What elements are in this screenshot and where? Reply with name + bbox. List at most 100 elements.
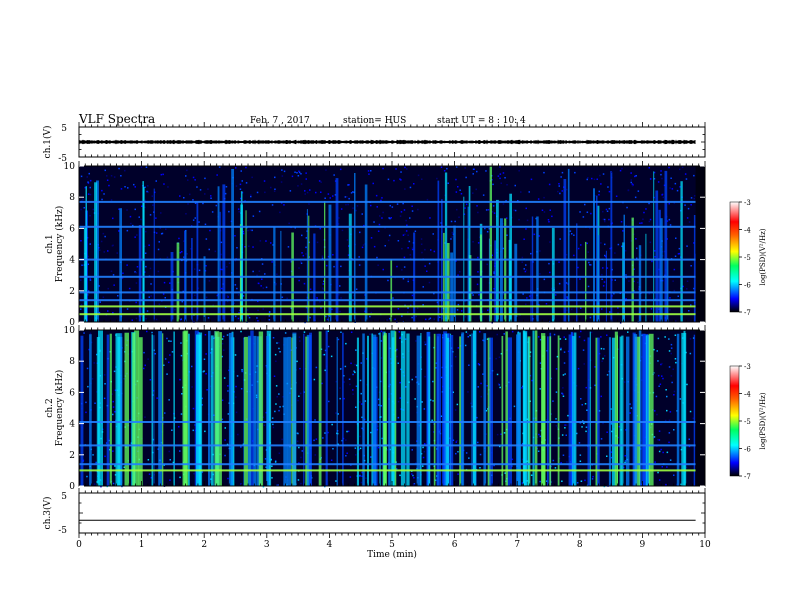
spectrogram-speckle bbox=[333, 174, 335, 176]
spectrogram-speckle bbox=[276, 342, 278, 344]
spectrogram-speckle bbox=[551, 215, 553, 218]
spectrogram-speckle bbox=[157, 270, 160, 273]
spectrogram-speckle bbox=[257, 320, 259, 322]
spectrogram-speckle bbox=[339, 310, 341, 313]
spectrogram-speckle bbox=[148, 290, 150, 292]
spectrogram-speckle bbox=[689, 352, 692, 355]
spectrogram-speckle bbox=[415, 340, 417, 342]
spectrogram-speckle bbox=[234, 235, 236, 237]
spectrogram-speckle bbox=[339, 470, 341, 473]
spectrogram-speckle bbox=[556, 355, 559, 358]
spectrogram-speckle bbox=[626, 206, 628, 209]
spectrogram-speckle bbox=[606, 267, 609, 269]
spectrogram-speckle bbox=[538, 304, 540, 306]
spectrogram-speckle bbox=[157, 248, 160, 251]
spectrogram-speckle bbox=[103, 397, 106, 400]
spectrogram-speckle bbox=[135, 317, 138, 320]
spectrogram-burst bbox=[461, 334, 463, 486]
spectrogram-speckle bbox=[424, 341, 426, 343]
spectrogram-speckle bbox=[460, 193, 463, 195]
spectrogram-speckle bbox=[209, 229, 211, 232]
spectrogram-speckle bbox=[136, 266, 139, 268]
spectrogram-speckle bbox=[271, 261, 273, 263]
spectrogram-burst bbox=[244, 336, 249, 486]
spectrogram-speckle bbox=[221, 287, 223, 290]
spectrogram-burst bbox=[626, 336, 630, 486]
spectrogram-speckle bbox=[201, 471, 204, 473]
spectrogram-burst bbox=[89, 334, 92, 486]
spectrogram-speckle bbox=[89, 278, 91, 280]
spectrogram-speckle bbox=[345, 439, 347, 441]
spectrogram-speckle bbox=[221, 399, 224, 401]
spectrogram-speckle bbox=[424, 248, 426, 251]
spectrogram-speckle bbox=[603, 218, 606, 221]
spectrogram-burst bbox=[608, 337, 612, 486]
spectrogram-burst bbox=[335, 178, 339, 322]
spectrogram-speckle bbox=[414, 230, 417, 232]
spectrogram-speckle bbox=[272, 337, 275, 339]
spectrogram-burst bbox=[693, 215, 696, 322]
spectrogram-speckle bbox=[615, 195, 618, 197]
spectrogram-speckle bbox=[274, 461, 277, 463]
spectrogram-speckle bbox=[263, 180, 266, 182]
spectrogram-speckle bbox=[281, 438, 283, 441]
spectrogram-burst bbox=[342, 332, 344, 486]
spectrogram-speckle bbox=[526, 219, 529, 222]
spectrogram-speckle bbox=[381, 217, 383, 219]
spectrogram-speckle bbox=[114, 411, 116, 413]
spectrogram-burst bbox=[641, 333, 646, 486]
spectrogram-speckle bbox=[678, 252, 681, 255]
spectrogram-burst bbox=[612, 337, 616, 486]
spectrogram-speckle bbox=[559, 338, 562, 340]
spectrogram-speckle bbox=[555, 368, 558, 370]
spectrogram-speckle bbox=[264, 191, 266, 194]
spectrogram-speckle bbox=[376, 256, 378, 259]
spectrogram-speckle bbox=[629, 403, 631, 405]
spectrogram-speckle bbox=[660, 173, 662, 176]
spectrogram-speckle bbox=[521, 442, 524, 445]
spectrogram-speckle bbox=[340, 331, 342, 333]
spectrogram-speckle bbox=[256, 274, 258, 277]
spectrogram-speckle bbox=[84, 186, 86, 189]
spectrogram-burst bbox=[196, 334, 201, 486]
spectrogram-speckle bbox=[636, 247, 638, 250]
spectrogram-speckle bbox=[144, 252, 147, 254]
spectrogram-speckle bbox=[155, 217, 157, 219]
spectrogram-speckle bbox=[464, 316, 467, 318]
spectrogram-speckle bbox=[86, 176, 88, 178]
spectrogram-speckle bbox=[476, 205, 478, 207]
spectrogram-speckle bbox=[340, 208, 343, 210]
spectrogram-speckle bbox=[514, 184, 516, 187]
spectrogram-speckle bbox=[361, 416, 363, 419]
spectrogram-speckle bbox=[403, 256, 406, 259]
spectrogram-speckle bbox=[472, 168, 475, 170]
spectrogram-speckle bbox=[539, 480, 541, 483]
spectrogram-speckle bbox=[169, 282, 171, 284]
spectrogram-speckle bbox=[257, 309, 259, 312]
spectrogram-speckle bbox=[118, 208, 120, 210]
spectrogram-burst bbox=[383, 333, 387, 486]
spectrogram-speckle bbox=[552, 459, 555, 462]
spectrogram-speckle bbox=[87, 182, 90, 184]
spectrogram-speckle bbox=[631, 184, 634, 187]
spectrogram-speckle bbox=[499, 445, 501, 448]
spectrogram-burst bbox=[250, 330, 254, 486]
spectrogram-speckle bbox=[593, 178, 596, 181]
spectrogram-speckle bbox=[564, 338, 567, 340]
spectrogram-speckle bbox=[322, 437, 324, 439]
spectrogram-speckle bbox=[404, 188, 406, 190]
spectrogram-speckle bbox=[416, 307, 419, 309]
spectrogram-speckle bbox=[194, 202, 197, 204]
spectrogram-speckle bbox=[668, 338, 670, 340]
spectrogram-speckle bbox=[539, 338, 542, 341]
spectrogram-speckle bbox=[669, 411, 672, 413]
spectrogram-speckle bbox=[361, 246, 364, 249]
spectrogram-speckle bbox=[654, 461, 656, 463]
spectrogram-speckle bbox=[359, 231, 361, 234]
spectrogram-speckle bbox=[129, 215, 132, 218]
spectrogram-speckle bbox=[602, 267, 604, 269]
spectrogram-speckle bbox=[429, 217, 431, 219]
spectrogram-burst bbox=[83, 227, 86, 322]
spectrogram-ytick-label: 0 bbox=[69, 318, 75, 328]
